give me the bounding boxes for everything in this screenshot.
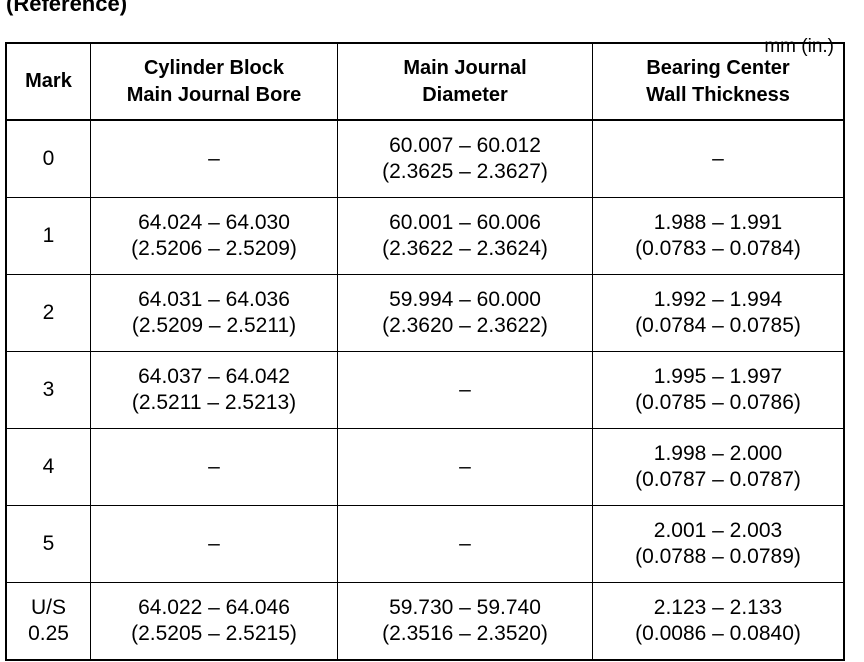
cell-text: 5 [42, 532, 55, 555]
cell-text: (2.3625 – 2.3627) [382, 160, 548, 183]
cell-text: (0.0787 – 0.0787) [635, 468, 801, 491]
cell-text: – [208, 455, 220, 478]
table-row-cell: 60.001 – 60.006 (2.3622 – 2.3624) [337, 198, 592, 274]
cell-text: 60.007 – 60.012 [389, 134, 541, 157]
table-row-cell: 2.001 – 2.003 (0.0788 – 0.0789) [592, 506, 843, 582]
table: Mark Cylinder Block Main Journal Bore Main … [5, 42, 845, 661]
table-row-cell: – [337, 506, 592, 582]
cell-text: 64.024 – 64.030 [138, 211, 290, 234]
cell-text: (0.0785 – 0.0786) [635, 391, 801, 414]
cell-text: (2.5209 – 2.5211) [131, 314, 297, 337]
cell-text: (2.5211 – 2.5213) [131, 391, 297, 414]
table-row-cell: 1.988 – 1.991 (0.0783 – 0.0784) [592, 198, 843, 274]
table-row-cell: U/S 0.25 [7, 583, 90, 659]
table-row-cell: 64.022 – 64.046 (2.5205 – 2.5215) [90, 583, 337, 659]
cell-text: – [459, 455, 471, 478]
cell-text: (2.3516 – 2.3520) [382, 622, 548, 645]
units: mm (in.) [764, 36, 834, 57]
cell-text: Cylinder Block [143, 56, 285, 79]
cell-text: 4 [42, 455, 55, 478]
table-row-cell: 1.992 – 1.994 (0.0784 – 0.0785) [592, 275, 843, 351]
table-row: 5 – – 2.001 – 2.003 (0.0788 – 0.0789) [7, 505, 843, 582]
cell-text: 1.988 – 1.991 [653, 211, 783, 234]
cell-text: (0.0788 – 0.0789) [635, 545, 801, 568]
cell-text: Wall Thickness [646, 83, 790, 106]
table-row-cell: 64.031 – 64.036 (2.5209 – 2.5211) [90, 275, 337, 351]
table-row-cell: 59.994 – 60.000 (2.3620 – 2.3622) [337, 275, 592, 351]
cell-text: 0 [42, 147, 55, 170]
table-row-cell: 0 [7, 121, 90, 197]
cell-text: (2.3622 – 2.3624) [382, 237, 548, 260]
table-row: 1 64.024 – 64.030 (2.5206 – 2.5209) 60.001 … [7, 197, 843, 274]
table-row-cell: 4 [7, 429, 90, 505]
cell-text: 60.001 – 60.006 [389, 211, 541, 234]
cell-text: 64.037 – 64.042 [138, 365, 290, 388]
cell-text: 3 [42, 378, 55, 401]
cell-text: (2.3620 – 2.3622) [382, 314, 548, 337]
table-row: 0 – 60.007 – 60.012 (2.3625 – 2.3627) – [7, 120, 843, 197]
cell-text: (0.0784 – 0.0785) [635, 314, 801, 337]
cell-text: 1.998 – 2.000 [653, 442, 783, 465]
cell-text: Diameter [422, 83, 508, 106]
cell-text: Main Journal [403, 56, 527, 79]
table-row-cell: – [592, 121, 843, 197]
table-row-cell: – [90, 506, 337, 582]
table-row-cell: – [337, 429, 592, 505]
cell-text: 59.730 – 59.740 [389, 596, 541, 619]
title: (Reference) [6, 0, 128, 16]
cell-text: Bearing Center [646, 56, 790, 79]
header-row-cell: Cylinder Block Main Journal Bore [90, 44, 337, 119]
table-row-cell: 59.730 – 59.740 (2.3516 – 2.3520) [337, 583, 592, 659]
header-row-cell: Bearing Center Wall Thickness [592, 44, 843, 119]
header-row: Mark Cylinder Block Main Journal Bore Main … [7, 44, 843, 120]
table-row: 2 64.031 – 64.036 (2.5209 – 2.5211) 59.994 … [7, 274, 843, 351]
table-row-cell: 1.995 – 1.997 (0.0785 – 0.0786) [592, 352, 843, 428]
table-row-cell: – [337, 352, 592, 428]
cell-text: 1.992 – 1.994 [653, 288, 783, 311]
cell-text: 0.25 [28, 622, 69, 645]
table-row-cell: 2.123 – 2.133 (0.0086 – 0.0840) [592, 583, 843, 659]
cell-text: Main Journal Bore [126, 83, 302, 106]
cell-text: 2 [42, 301, 55, 324]
table-row-cell: 1.998 – 2.000 (0.0787 – 0.0787) [592, 429, 843, 505]
cell-text: 64.031 – 64.036 [138, 288, 290, 311]
cell-text: 59.994 – 60.000 [389, 288, 541, 311]
table-row: U/S 0.25 64.022 – 64.046 (2.5205 – 2.5215) 5… [7, 582, 843, 659]
cell-text: (2.5205 – 2.5215) [131, 622, 297, 645]
cell-text: 1.995 – 1.997 [653, 365, 783, 388]
cell-text: (0.0086 – 0.0840) [635, 622, 801, 645]
table-row-cell: 2 [7, 275, 90, 351]
cell-text: U/S [30, 596, 66, 619]
table-row-cell: – [90, 121, 337, 197]
cell-text: (0.0783 – 0.0784) [635, 237, 801, 260]
cell-text: 64.022 – 64.046 [138, 596, 290, 619]
table-row: 3 64.037 – 64.042 (2.5211 – 2.5213) – 1.995 … [7, 351, 843, 428]
cell-text: 2.123 – 2.133 [653, 596, 783, 619]
table-row-cell: 64.024 – 64.030 (2.5206 – 2.5209) [90, 198, 337, 274]
header-row-cell: Main Journal Diameter [337, 44, 592, 119]
table-row-cell: 3 [7, 352, 90, 428]
table-row-cell: 60.007 – 60.012 (2.3625 – 2.3627) [337, 121, 592, 197]
cell-text: – [459, 532, 471, 555]
cell-text: – [208, 532, 220, 555]
table-row: 4 – – 1.998 – 2.000 (0.0787 – 0.0787) [7, 428, 843, 505]
table-row-cell: – [90, 429, 337, 505]
cell-text: Mark [25, 70, 72, 92]
cell-text: (2.5206 – 2.5209) [131, 237, 297, 260]
cell-text: – [712, 147, 724, 170]
cell-text: – [208, 147, 220, 170]
table-row-cell: 64.037 – 64.042 (2.5211 – 2.5213) [90, 352, 337, 428]
table-row-cell: 5 [7, 506, 90, 582]
cell-text: 2.001 – 2.003 [653, 519, 783, 542]
table-row-cell: 1 [7, 198, 90, 274]
cell-text: 1 [42, 224, 55, 247]
header-row-cell: Mark [7, 44, 90, 119]
cell-text: – [459, 378, 471, 401]
